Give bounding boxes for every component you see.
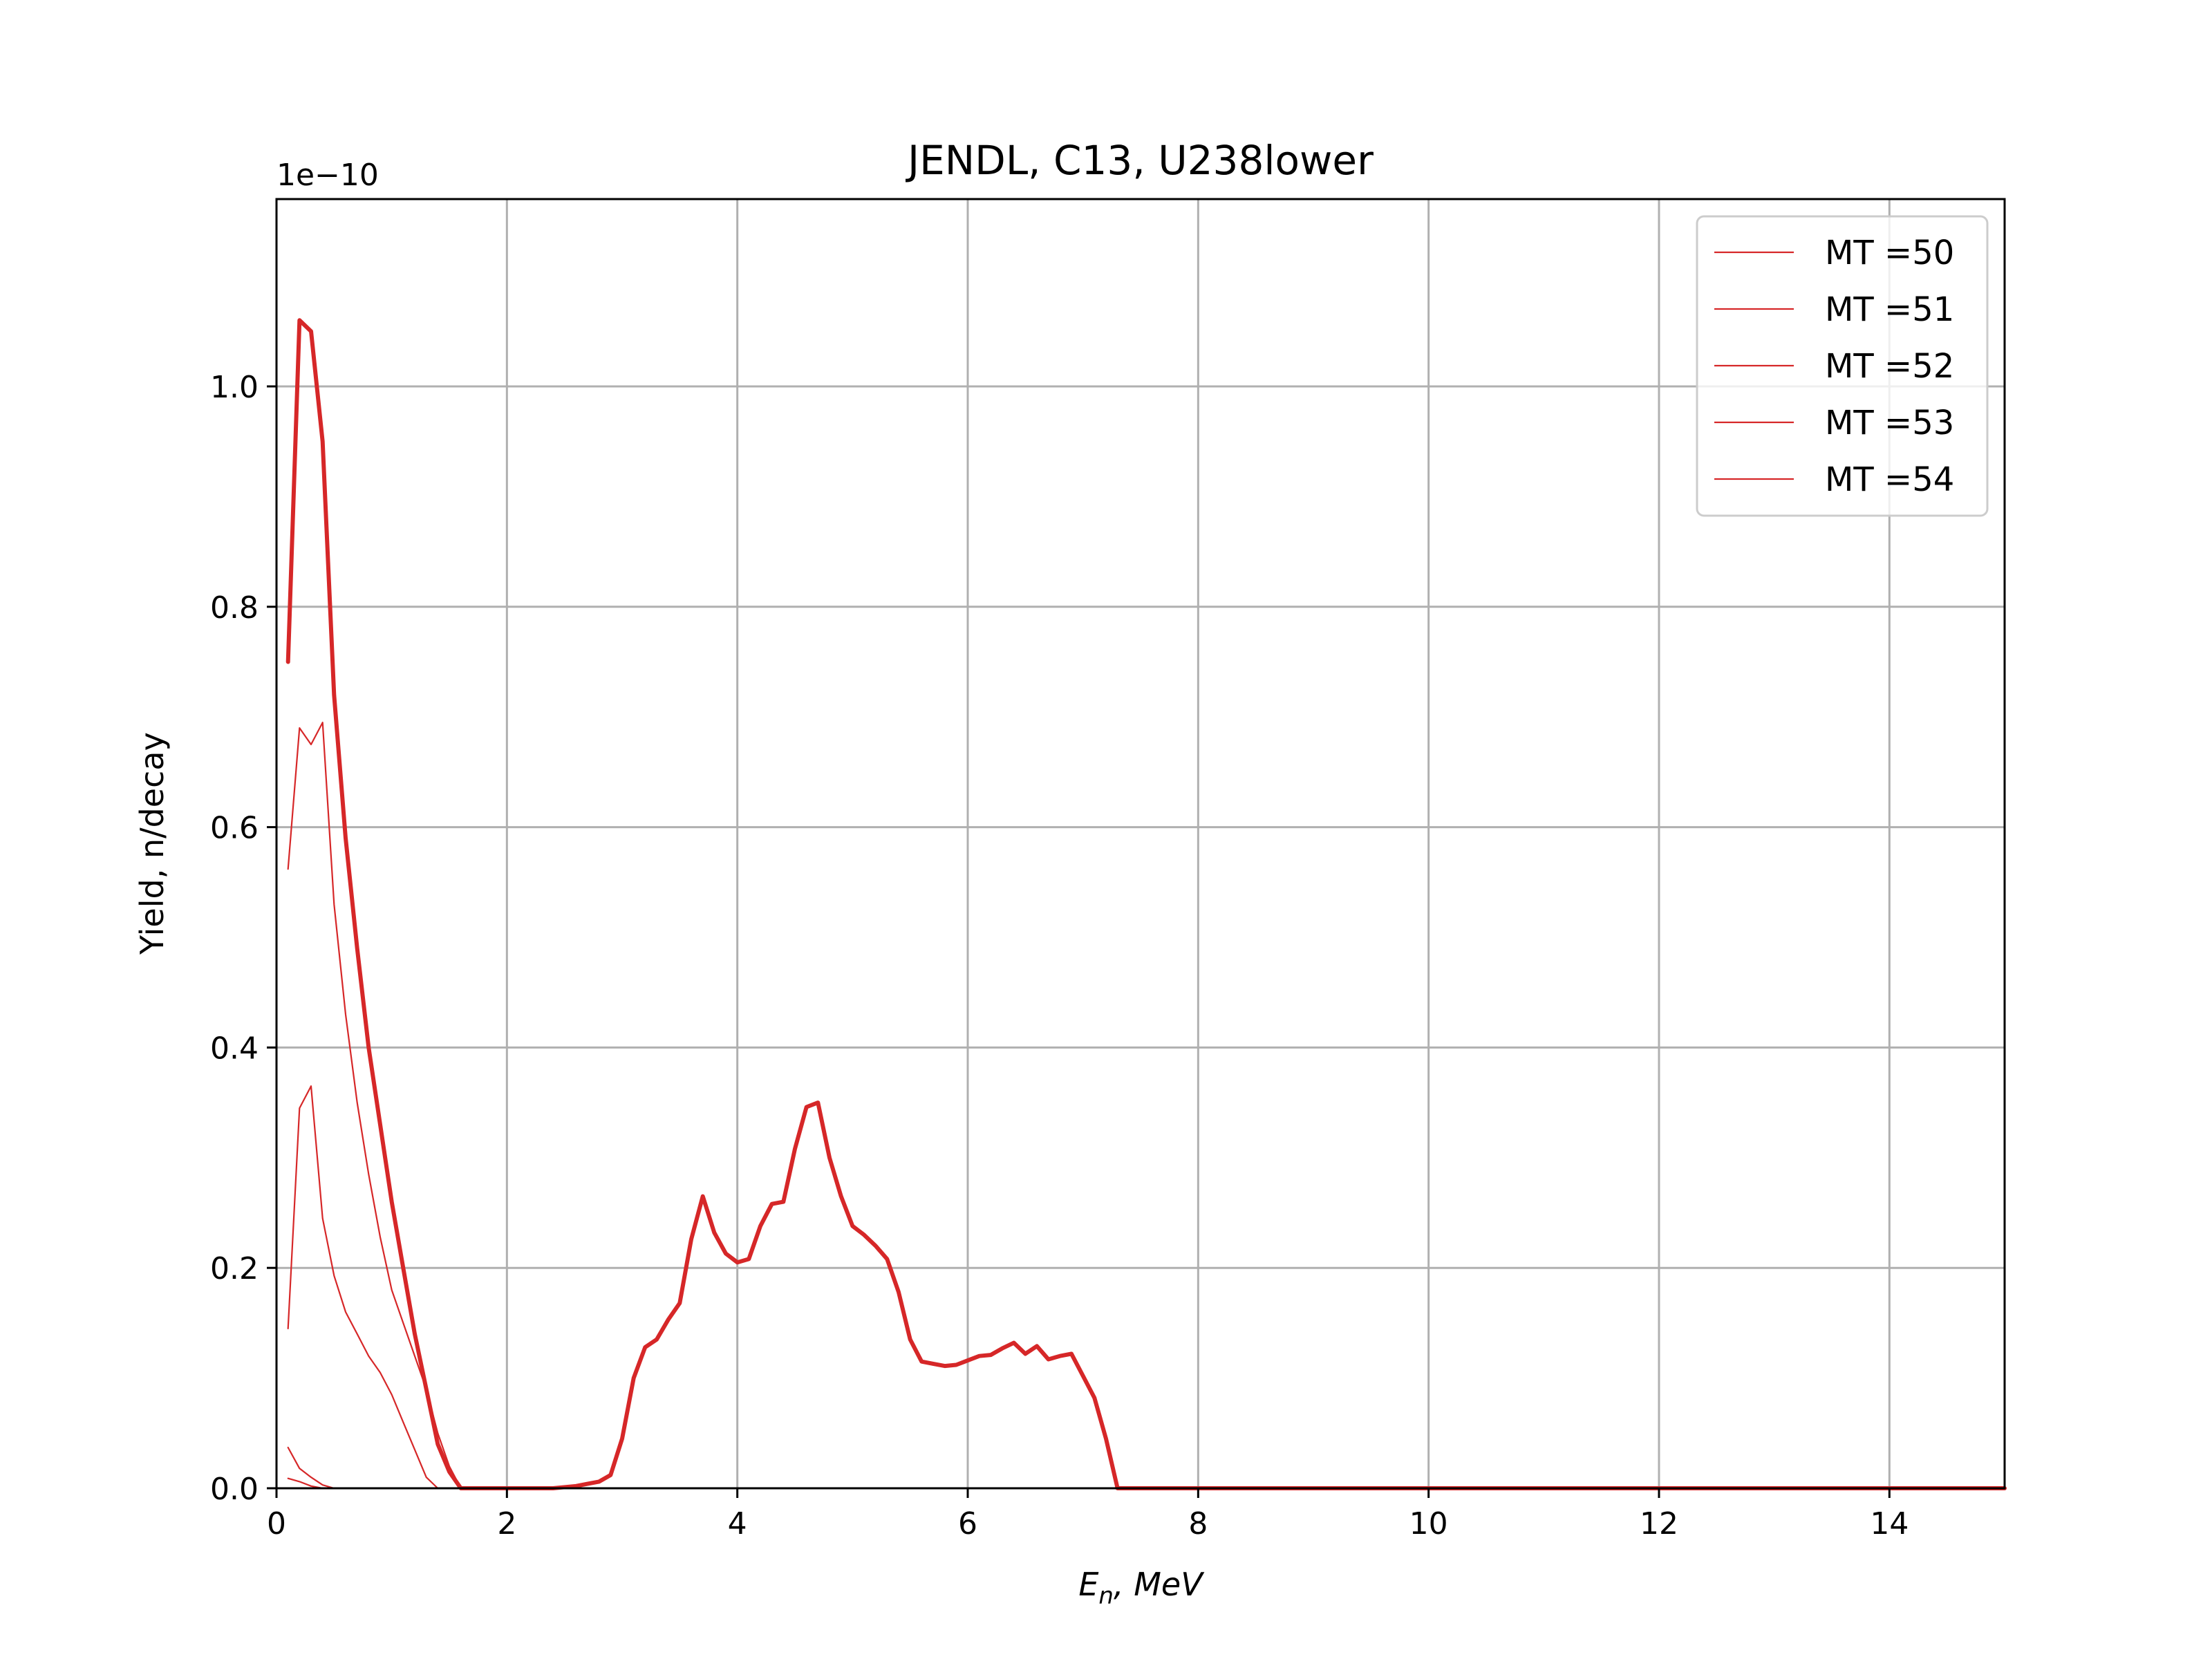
y-tick-label: 0.6 [210,811,259,846]
plot-frame [275,198,2006,1490]
x-axis-label-subscript: n [1098,1582,1114,1610]
legend-label: MT =53 [1825,404,1954,442]
legend-items: MT =50 MT =51 MT =52 MT =53 MT =54 [1714,234,1954,499]
x-axis-label-rest: , MeV [1114,1566,1205,1603]
legend-label: MT =51 [1825,290,1954,329]
y-offset-text: 1e−10 [276,158,379,193]
y-tick-label: 0.4 [210,1031,259,1066]
y-tick-label: 1.0 [210,370,259,405]
x-tick-label: 12 [1640,1506,1678,1541]
x-tick-label: 10 [1409,1506,1448,1541]
y-tick-label: 0.8 [210,590,259,626]
x-axis-label: En, MeV [1078,1566,1205,1610]
x-tick-label: 8 [1188,1506,1208,1541]
legend-label: MT =50 [1825,234,1954,272]
series-line-mt-54 [287,1477,324,1490]
x-tick-label: 14 [1870,1506,1909,1541]
x-tick-label: 6 [958,1506,977,1541]
legend-label: MT =54 [1825,460,1954,499]
y-axis-label: Yield, n/decay [133,732,171,955]
axis-ticks: 0 2 4 6 8 10 12 14 0.0 0.2 0.4 0.6 0.8 1.0 [210,370,1909,1541]
x-tick-label: 2 [497,1506,516,1541]
series-line-mt-50 [285,318,2007,1490]
series-lines [285,318,2007,1490]
x-axis-label-main: E [1078,1566,1098,1603]
y-tick-label: 0.2 [210,1251,259,1286]
y-tick-label: 0.0 [210,1472,259,1507]
chart-title: JENDL, C13, U238lower [906,137,1374,184]
legend-label: MT =52 [1825,347,1954,386]
x-tick-label: 0 [267,1506,286,1541]
legend: MT =50 MT =51 MT =52 MT =53 MT =54 [1696,215,1989,517]
legend-box [1696,215,1989,517]
series-line-mt-52 [287,1085,439,1490]
x-tick-label: 4 [728,1506,747,1541]
